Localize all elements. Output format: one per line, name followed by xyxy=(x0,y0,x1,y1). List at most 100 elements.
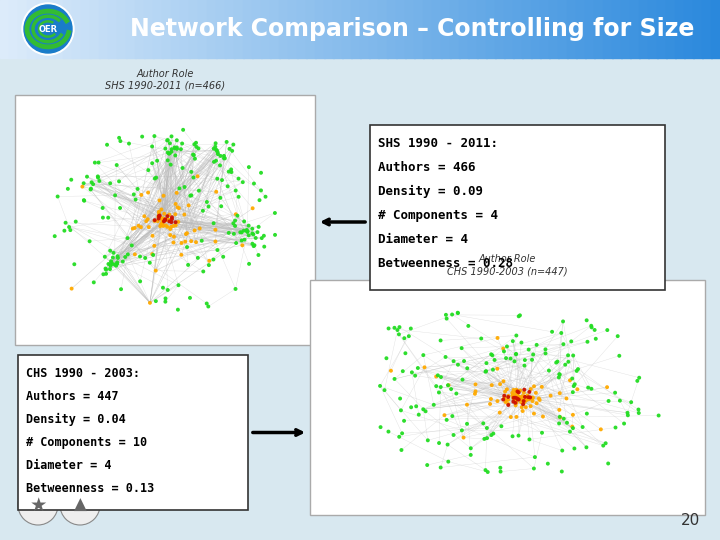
Point xyxy=(531,341,542,349)
Bar xyxy=(45,0,55,58)
Point xyxy=(135,191,147,199)
Point xyxy=(170,221,181,230)
Point xyxy=(175,145,186,153)
Point xyxy=(518,392,530,401)
Point xyxy=(78,197,90,205)
Point xyxy=(435,463,446,472)
Point xyxy=(553,373,564,382)
Point xyxy=(448,431,459,440)
Point xyxy=(528,409,540,418)
Point xyxy=(85,184,96,193)
Point xyxy=(193,144,204,153)
Point xyxy=(523,395,535,403)
Point xyxy=(62,185,73,193)
Point xyxy=(246,229,258,238)
Text: Author Role: Author Role xyxy=(136,69,194,79)
Point xyxy=(554,406,565,414)
Point xyxy=(122,234,133,242)
Point xyxy=(179,183,190,191)
Point xyxy=(190,138,202,147)
Point xyxy=(511,394,523,403)
Bar xyxy=(189,0,199,58)
Point xyxy=(81,172,93,181)
Point xyxy=(435,383,446,391)
Point xyxy=(546,327,558,336)
Point xyxy=(217,252,229,261)
Point xyxy=(111,161,122,170)
Point xyxy=(193,186,204,195)
Point xyxy=(203,261,215,269)
Text: SHS 1990-2011 (n=466): SHS 1990-2011 (n=466) xyxy=(105,81,225,91)
Bar xyxy=(513,0,523,58)
Point xyxy=(98,270,109,279)
Point xyxy=(410,402,422,410)
Point xyxy=(155,213,166,222)
Point xyxy=(568,382,580,390)
Point xyxy=(92,172,104,181)
Point xyxy=(422,436,433,444)
Point xyxy=(507,337,518,346)
Point xyxy=(153,207,165,216)
Point xyxy=(512,392,523,400)
Bar xyxy=(585,0,595,58)
Point xyxy=(189,140,200,149)
Point xyxy=(237,241,248,249)
Point xyxy=(130,195,141,204)
Bar xyxy=(594,0,604,58)
Point xyxy=(196,237,207,245)
Point xyxy=(462,420,473,428)
Text: Author Role: Author Role xyxy=(479,254,536,264)
Text: 20: 20 xyxy=(680,513,700,528)
Point xyxy=(561,394,572,403)
Point xyxy=(511,395,523,404)
Bar xyxy=(414,0,424,58)
Point xyxy=(223,167,235,176)
Point xyxy=(170,151,181,160)
Point xyxy=(406,368,418,377)
Point xyxy=(150,266,161,275)
Point xyxy=(512,387,523,395)
Point xyxy=(480,367,491,376)
Text: Authors = 466: Authors = 466 xyxy=(378,161,475,174)
Point xyxy=(146,142,158,151)
Point xyxy=(159,215,171,224)
Point xyxy=(581,409,593,418)
Point xyxy=(168,221,179,230)
Point xyxy=(140,217,152,225)
Point xyxy=(405,324,417,333)
Bar xyxy=(702,0,712,58)
Point xyxy=(100,269,112,278)
Point xyxy=(109,191,121,200)
Point xyxy=(158,210,170,218)
Point xyxy=(78,196,89,205)
Point xyxy=(469,387,481,396)
Point xyxy=(160,144,171,153)
Point xyxy=(435,336,446,345)
Point xyxy=(577,423,588,431)
Point xyxy=(558,340,570,348)
Point xyxy=(389,375,400,383)
Point xyxy=(172,305,184,314)
Text: Betweenness = 0.28: Betweenness = 0.28 xyxy=(378,257,513,270)
Point xyxy=(512,395,523,404)
Point xyxy=(104,265,116,273)
Point xyxy=(166,147,177,156)
Point xyxy=(511,394,523,403)
Point xyxy=(510,387,522,396)
Point xyxy=(459,357,470,366)
Point xyxy=(179,210,190,219)
Point xyxy=(517,392,528,401)
Point xyxy=(163,150,175,158)
Point xyxy=(157,284,168,292)
Point xyxy=(509,395,521,404)
Point xyxy=(513,388,524,397)
Point xyxy=(66,284,77,293)
Point xyxy=(109,260,120,269)
Point xyxy=(431,372,442,381)
Point xyxy=(510,401,521,410)
Point xyxy=(536,382,548,391)
Point xyxy=(153,214,164,223)
Point xyxy=(508,397,519,406)
Point xyxy=(514,393,526,402)
Bar xyxy=(360,0,370,58)
